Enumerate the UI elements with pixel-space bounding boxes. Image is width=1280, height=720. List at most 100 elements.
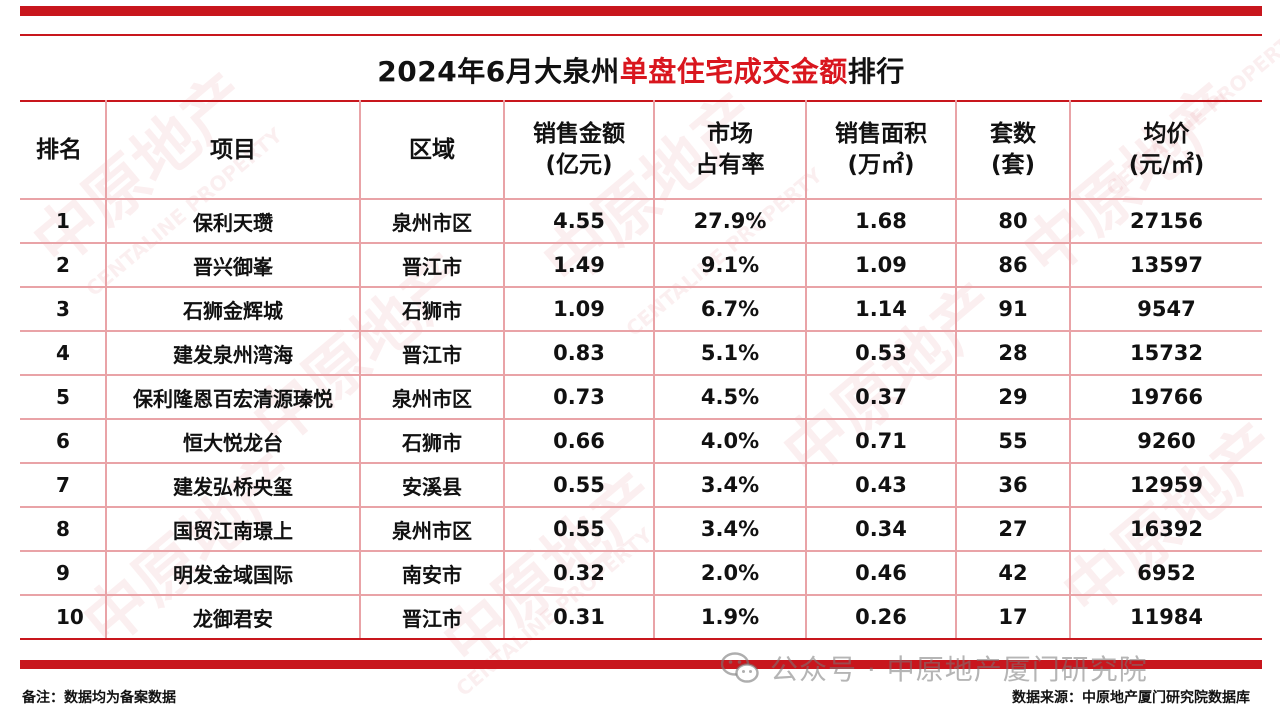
footnote: 备注：数据均为备案数据 bbox=[22, 690, 176, 706]
header-project: 项目 bbox=[105, 100, 361, 200]
header-area: 区域 bbox=[359, 100, 505, 200]
top-red-bar bbox=[20, 6, 1262, 16]
sqm-cell: 0.34 bbox=[805, 506, 957, 552]
header-amount: 销售金额 (亿元) bbox=[503, 100, 655, 200]
project-cell: 晋兴御峯 bbox=[105, 242, 361, 288]
area-cell: 石狮市 bbox=[359, 286, 505, 332]
share-cell: 4.0% bbox=[653, 418, 807, 464]
project-cell: 国贸江南璟上 bbox=[105, 506, 361, 552]
area-cell: 晋江市 bbox=[359, 242, 505, 288]
area-cell: 石狮市 bbox=[359, 418, 505, 464]
sqm-cell: 0.43 bbox=[805, 462, 957, 508]
share-cell: 3.4% bbox=[653, 506, 807, 552]
top-divider bbox=[20, 34, 1262, 36]
units-cell: 36 bbox=[955, 462, 1071, 508]
table-row: 5 保利隆恩百宏清源瑧悦 泉州市区 0.73 4.5% 0.37 29 1976… bbox=[20, 374, 1262, 420]
area-cell: 泉州市区 bbox=[359, 506, 505, 552]
rank-cell: 8 bbox=[20, 506, 107, 552]
title-prefix: 2024年6月大泉州 bbox=[377, 55, 620, 88]
units-cell: 27 bbox=[955, 506, 1071, 552]
project-cell: 石狮金辉城 bbox=[105, 286, 361, 332]
area-cell: 晋江市 bbox=[359, 330, 505, 376]
project-cell: 建发弘桥央玺 bbox=[105, 462, 361, 508]
table-row: 10 龙御君安 晋江市 0.31 1.9% 0.26 17 11984 bbox=[20, 594, 1262, 640]
price-cell: 13597 bbox=[1069, 242, 1262, 288]
title-highlight: 单盘住宅成交金额 bbox=[619, 55, 848, 88]
units-cell: 80 bbox=[955, 198, 1071, 244]
data-source: 数据来源：中原地产厦门研究院数据库 bbox=[1012, 690, 1250, 706]
project-cell: 龙御君安 bbox=[105, 594, 361, 640]
units-cell: 86 bbox=[955, 242, 1071, 288]
price-cell: 27156 bbox=[1069, 198, 1262, 244]
header-rank: 排名 bbox=[20, 100, 107, 200]
price-cell: 6952 bbox=[1069, 550, 1262, 596]
table-row: 4 建发泉州湾海 晋江市 0.83 5.1% 0.53 28 15732 bbox=[20, 330, 1262, 376]
price-cell: 16392 bbox=[1069, 506, 1262, 552]
amount-cell: 0.73 bbox=[503, 374, 655, 420]
project-cell: 保利隆恩百宏清源瑧悦 bbox=[105, 374, 361, 420]
sqm-cell: 1.14 bbox=[805, 286, 957, 332]
table-row: 6 恒大悦龙台 石狮市 0.66 4.0% 0.71 55 9260 bbox=[20, 418, 1262, 464]
price-cell: 12959 bbox=[1069, 462, 1262, 508]
header-units: 套数 (套) bbox=[955, 100, 1071, 200]
title-suffix: 排行 bbox=[847, 55, 905, 88]
units-cell: 55 bbox=[955, 418, 1071, 464]
amount-cell: 1.09 bbox=[503, 286, 655, 332]
wechat-watermark: 公众号 · 中原地产厦门研究院 bbox=[720, 645, 1148, 691]
header-sqm: 销售面积 (万㎡) bbox=[805, 100, 957, 200]
table-row: 9 明发金域国际 南安市 0.32 2.0% 0.46 42 6952 bbox=[20, 550, 1262, 596]
price-cell: 19766 bbox=[1069, 374, 1262, 420]
units-cell: 28 bbox=[955, 330, 1071, 376]
wechat-icon bbox=[720, 652, 759, 683]
table-row: 1 保利天瓒 泉州市区 4.55 27.9% 1.68 80 27156 bbox=[20, 198, 1262, 244]
amount-cell: 0.32 bbox=[503, 550, 655, 596]
project-cell: 恒大悦龙台 bbox=[105, 418, 361, 464]
amount-cell: 0.55 bbox=[503, 462, 655, 508]
rank-cell: 3 bbox=[20, 286, 107, 332]
table-row: 8 国贸江南璟上 泉州市区 0.55 3.4% 0.34 27 16392 bbox=[20, 506, 1262, 552]
share-cell: 27.9% bbox=[653, 198, 807, 244]
area-cell: 泉州市区 bbox=[359, 374, 505, 420]
amount-cell: 0.31 bbox=[503, 594, 655, 640]
project-cell: 明发金域国际 bbox=[105, 550, 361, 596]
table-row: 3 石狮金辉城 石狮市 1.09 6.7% 1.14 91 9547 bbox=[20, 286, 1262, 332]
price-cell: 9260 bbox=[1069, 418, 1262, 464]
amount-cell: 0.55 bbox=[503, 506, 655, 552]
page-title: 2024年6月大泉州 单盘住宅成交金额 排行 bbox=[20, 44, 1262, 96]
price-cell: 15732 bbox=[1069, 330, 1262, 376]
share-cell: 6.7% bbox=[653, 286, 807, 332]
price-cell: 11984 bbox=[1069, 594, 1262, 640]
sqm-cell: 0.53 bbox=[805, 330, 957, 376]
amount-cell: 4.55 bbox=[503, 198, 655, 244]
sqm-cell: 1.09 bbox=[805, 242, 957, 288]
area-cell: 泉州市区 bbox=[359, 198, 505, 244]
rank-cell: 7 bbox=[20, 462, 107, 508]
share-cell: 3.4% bbox=[653, 462, 807, 508]
units-cell: 42 bbox=[955, 550, 1071, 596]
bottom-red-bar bbox=[20, 660, 1262, 669]
sqm-cell: 0.71 bbox=[805, 418, 957, 464]
rank-cell: 10 bbox=[20, 594, 107, 640]
share-cell: 9.1% bbox=[653, 242, 807, 288]
rank-cell: 5 bbox=[20, 374, 107, 420]
header-price: 均价 (元/㎡) bbox=[1069, 100, 1262, 200]
rank-cell: 6 bbox=[20, 418, 107, 464]
area-cell: 晋江市 bbox=[359, 594, 505, 640]
units-cell: 29 bbox=[955, 374, 1071, 420]
price-cell: 9547 bbox=[1069, 286, 1262, 332]
header-share: 市场 占有率 bbox=[653, 100, 807, 200]
units-cell: 17 bbox=[955, 594, 1071, 640]
rank-cell: 9 bbox=[20, 550, 107, 596]
units-cell: 91 bbox=[955, 286, 1071, 332]
area-cell: 安溪县 bbox=[359, 462, 505, 508]
project-cell: 保利天瓒 bbox=[105, 198, 361, 244]
sqm-cell: 1.68 bbox=[805, 198, 957, 244]
rank-cell: 2 bbox=[20, 242, 107, 288]
share-cell: 4.5% bbox=[653, 374, 807, 420]
area-cell: 南安市 bbox=[359, 550, 505, 596]
share-cell: 5.1% bbox=[653, 330, 807, 376]
rank-cell: 4 bbox=[20, 330, 107, 376]
header-row: 排名 项目 区域 销售金额 (亿元) 市场 占有率 销售面积 (万㎡) 套数 (套) 均… bbox=[20, 100, 1262, 200]
amount-cell: 1.49 bbox=[503, 242, 655, 288]
share-cell: 2.0% bbox=[653, 550, 807, 596]
